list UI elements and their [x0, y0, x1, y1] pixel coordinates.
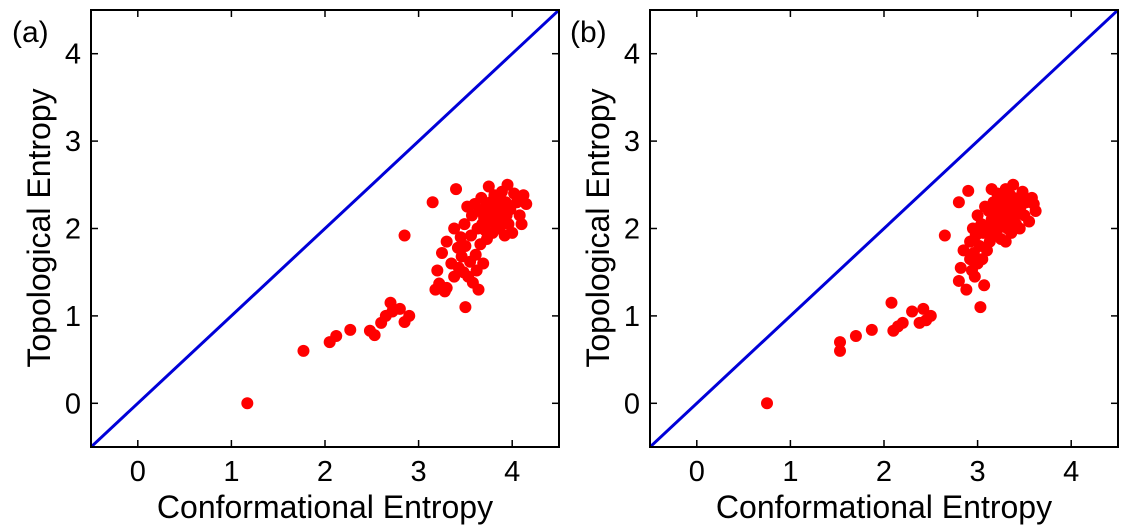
scatter-point	[865, 323, 878, 336]
panel-label: (a)	[12, 16, 49, 49]
plot-area	[650, 10, 1118, 447]
scatter-point	[834, 336, 847, 349]
y-axis-label: Topological Entropy	[580, 88, 616, 367]
scatter-point	[520, 198, 533, 211]
x-tick-label: 2	[876, 456, 892, 488]
scatter-point	[450, 183, 463, 196]
scatter-point	[952, 274, 965, 287]
x-axis-label: Conformational Entropy	[716, 489, 1052, 525]
y-tick-label: 2	[65, 214, 81, 246]
y-tick-label: 4	[624, 39, 640, 71]
x-tick-label: 1	[223, 456, 239, 488]
x-tick-label: 3	[411, 456, 427, 488]
scatter-point	[440, 281, 453, 294]
scatter-point	[458, 218, 471, 231]
scatter-point	[482, 180, 495, 193]
scatter-point	[344, 323, 357, 336]
scatter-point	[962, 184, 975, 197]
scatter-point	[985, 183, 998, 196]
scatter-point	[952, 196, 965, 209]
scatter-point	[1013, 222, 1026, 235]
y-tick-label: 4	[65, 39, 81, 71]
panel-b: (b) Conformational Entropy Topological E…	[570, 9, 1119, 525]
scatter-point	[978, 279, 991, 292]
y-tick-label: 2	[624, 214, 640, 246]
scatter-point	[999, 235, 1012, 248]
scatter-point	[849, 330, 862, 343]
scatter-point	[1016, 185, 1029, 198]
y-axis-label: Topological Entropy	[21, 88, 57, 367]
scatter-point	[974, 301, 987, 314]
scatter-point	[938, 229, 951, 242]
y-tick-label: 1	[624, 301, 640, 333]
x-tick-label: 1	[782, 456, 798, 488]
scatter-point	[398, 229, 411, 242]
y-tick-label: 0	[624, 388, 640, 420]
scatter-point	[393, 302, 406, 315]
scatter-point	[960, 283, 973, 296]
scatter-point	[448, 222, 461, 235]
x-tick-label: 4	[1063, 456, 1079, 488]
scatter-point	[459, 301, 472, 314]
scatter-point	[472, 283, 485, 296]
scatter-point	[968, 270, 981, 283]
x-tick-label: 2	[317, 456, 333, 488]
scatter-point	[954, 261, 967, 274]
scatter-point	[506, 226, 519, 239]
scatter-point	[501, 178, 514, 191]
scatter-point	[297, 344, 310, 357]
y-tick-label: 1	[65, 301, 81, 333]
scatter-point	[403, 309, 416, 322]
scatter-point	[917, 302, 930, 315]
y-tick-label: 3	[65, 126, 81, 158]
scatter-point	[761, 397, 773, 410]
scatter-point	[241, 397, 254, 410]
scatter-point	[1007, 178, 1020, 191]
scatter-point	[906, 305, 919, 318]
scatter-point	[431, 264, 444, 277]
reference-line	[91, 10, 559, 447]
x-tick-label: 0	[130, 456, 146, 488]
scatter-point	[834, 344, 847, 357]
panel-a: (a) Conformational Entropy Topological E…	[12, 9, 560, 525]
scatter-point	[924, 309, 937, 322]
scatter-point	[1023, 215, 1036, 228]
x-tick-label: 4	[504, 456, 520, 488]
x-axis-label: Conformational Entropy	[157, 489, 493, 525]
scatter-point	[1029, 205, 1042, 218]
scatter-point	[469, 248, 482, 261]
scatter-point	[896, 316, 909, 329]
scatter-point	[330, 330, 343, 343]
scatter-point	[515, 218, 528, 231]
scatter-point	[477, 257, 490, 270]
scatter-point	[885, 296, 898, 309]
x-tick-label: 0	[689, 456, 705, 488]
scatter-point	[957, 244, 970, 257]
scatter-point	[436, 246, 448, 259]
scatter-point	[368, 329, 381, 342]
y-tick-label: 0	[65, 388, 81, 420]
scatter-point	[459, 239, 472, 252]
plot-area	[91, 10, 559, 447]
y-tick-label: 3	[624, 126, 640, 158]
scatter-point	[440, 235, 453, 248]
x-tick-label: 3	[970, 456, 986, 488]
panel-label: (b)	[570, 16, 607, 49]
reference-line	[650, 10, 1118, 447]
scatter-point	[426, 196, 439, 209]
